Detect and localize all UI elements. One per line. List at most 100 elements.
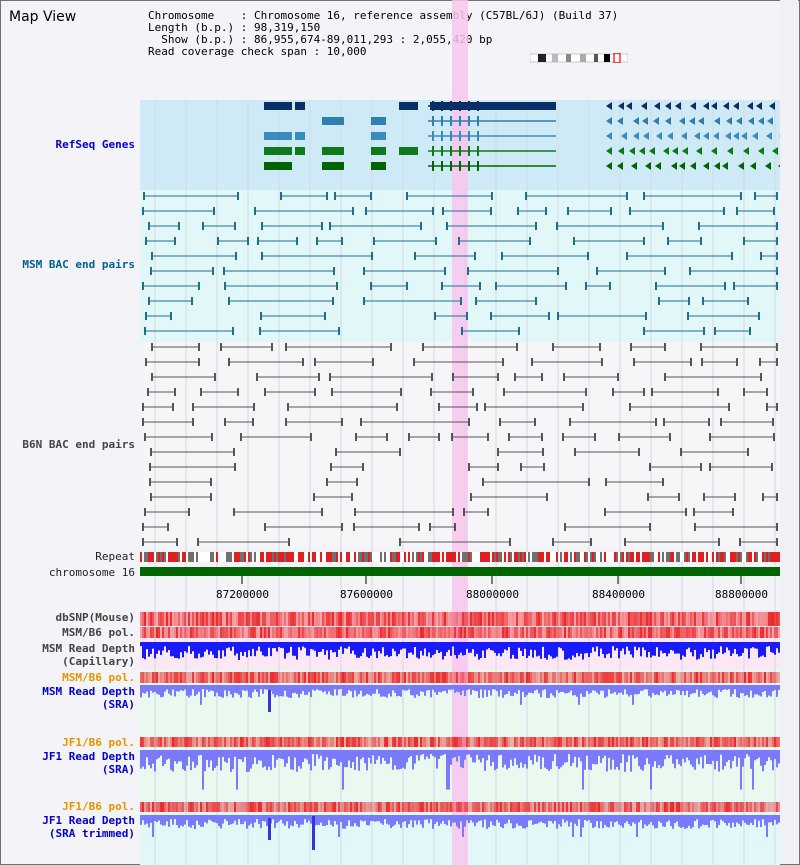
depth-bar (410, 815, 412, 821)
depth-bar (622, 642, 624, 649)
b6n-bac-pair-end (176, 538, 178, 546)
depth-bar (604, 685, 606, 698)
pol-cell (616, 627, 618, 638)
pol-cell (588, 612, 590, 626)
repeat-mark (236, 552, 238, 562)
depth-bar (748, 750, 750, 757)
track-label-msm-depth-capillary[interactable]: MSM Read Depth (42, 642, 135, 655)
pol-cell (170, 612, 172, 626)
pol-cell (664, 612, 666, 626)
pol-cell (394, 672, 396, 683)
b6n-bac-pair-end (167, 523, 169, 531)
pol-cell (708, 802, 710, 812)
track-label-refseq[interactable]: RefSeq Genes (55, 138, 135, 151)
depth-bar (580, 685, 582, 694)
pol-cell (752, 802, 754, 812)
pol-cell (500, 802, 502, 812)
depth-bar (432, 642, 434, 656)
depth-bar (150, 642, 152, 655)
track-label-msm-b6-pol-2[interactable]: MSM/B6 pol. (62, 671, 135, 684)
depth-bar (156, 642, 158, 654)
depth-bar (352, 685, 354, 698)
pol-cell (674, 737, 676, 747)
depth-bar (716, 815, 718, 829)
depth-bar (460, 815, 462, 822)
track-label-msm-b6-pol[interactable]: MSM/B6 pol. (62, 626, 135, 639)
depth-bar (586, 750, 588, 756)
pol-cell (338, 627, 340, 638)
pol-cell (326, 802, 328, 812)
depth-bar (618, 815, 620, 825)
track-label-msm-bac[interactable]: MSM BAC end pairs (22, 258, 135, 271)
pol-cell (534, 672, 536, 683)
pol-cell (552, 737, 554, 747)
pol-cell (210, 627, 212, 638)
track-label-msm-depth-sra-sub: (SRA) (101, 698, 135, 711)
repeat-mark (734, 552, 736, 562)
track-label-dbsnp[interactable]: dbSNP(Mouse) (55, 611, 135, 624)
depth-bar (652, 685, 654, 693)
msm-bac-pair-end (776, 267, 778, 275)
depth-bar (348, 815, 350, 821)
track-label-chromosome[interactable]: chromosome 16 (48, 566, 135, 579)
track-label-jf1-depth-sra[interactable]: JF1 Read Depth (42, 750, 135, 763)
track-label-b6n-bac[interactable]: B6N BAC end pairs (22, 438, 135, 451)
pol-cell (274, 672, 276, 683)
pol-cell (496, 737, 498, 747)
refseq-exon (450, 131, 452, 141)
depth-bar (664, 685, 666, 691)
repeat-mark (322, 552, 324, 562)
pol-cell (572, 802, 574, 812)
refseq-exon (477, 131, 479, 141)
msm-bac-pair-end (406, 282, 408, 290)
pol-cell (414, 737, 416, 747)
depth-bar (534, 750, 536, 755)
msm-bac-pair-end (662, 222, 664, 230)
repeat-mark (164, 552, 166, 562)
b6n-bac-pair-end (150, 448, 152, 456)
pol-cell (514, 672, 516, 683)
pol-cell (706, 737, 708, 747)
repeat-mark (526, 552, 528, 562)
pol-cell (344, 612, 346, 626)
pol-cell (200, 737, 202, 747)
pol-cell (708, 627, 710, 638)
depth-bar (456, 642, 458, 659)
pol-cell (552, 802, 554, 812)
depth-bar (756, 750, 758, 760)
pol-cell (282, 802, 284, 812)
track-label-jf1-depth-trimmed[interactable]: JF1 Read Depth (42, 814, 135, 827)
msm-bac-pair-end (467, 267, 469, 275)
pol-cell (342, 802, 344, 812)
depth-bar (434, 815, 436, 825)
pol-cell (608, 672, 610, 683)
pol-cell (440, 627, 442, 638)
pol-cell (550, 672, 552, 683)
repeat-mark (376, 552, 378, 562)
pol-cell (234, 737, 236, 747)
pol-cell (496, 627, 498, 638)
track-label-repeat[interactable]: Repeat (95, 550, 135, 563)
pol-cell (746, 627, 748, 638)
pol-cell (220, 802, 222, 812)
chromosome-ideogram[interactable] (530, 53, 628, 63)
pol-cell (746, 802, 748, 812)
track-label-jf1-b6-pol-2[interactable]: JF1/B6 pol. (62, 800, 135, 813)
pol-cell (316, 612, 318, 626)
depth-bar (682, 750, 684, 759)
pol-cell (578, 627, 580, 638)
depth-bar (264, 642, 266, 657)
pol-cell (656, 737, 658, 747)
pol-cell (508, 612, 510, 626)
repeat-mark (192, 552, 194, 562)
track-label-jf1-b6-pol[interactable]: JF1/B6 pol. (62, 736, 135, 749)
pol-cell (712, 737, 714, 747)
track-label-msm-depth-sra[interactable]: MSM Read Depth (42, 685, 135, 698)
depth-bar (444, 815, 446, 824)
pol-cell (540, 627, 542, 638)
pol-cell (626, 612, 628, 626)
depth-bar (194, 642, 196, 659)
repeat-mark (378, 552, 380, 562)
pol-cell (302, 737, 304, 747)
